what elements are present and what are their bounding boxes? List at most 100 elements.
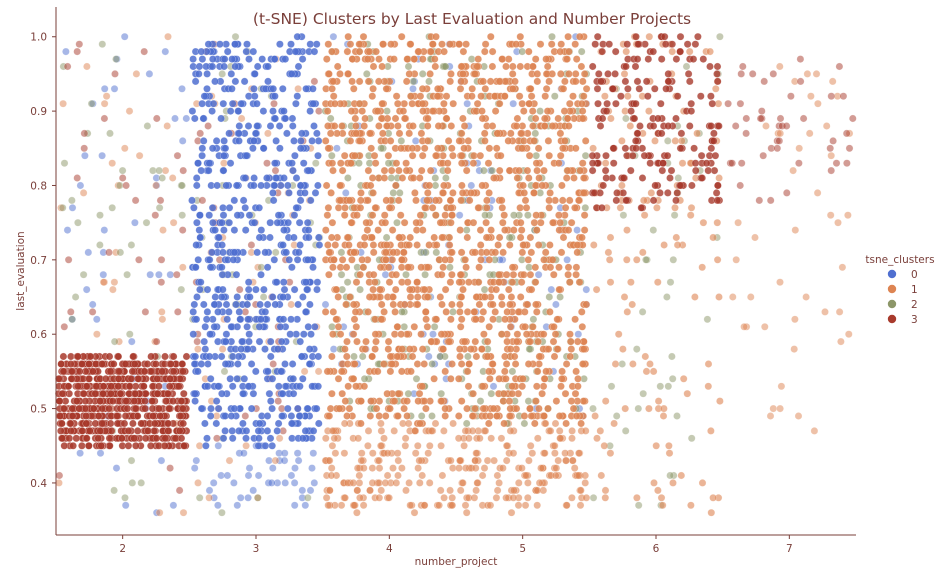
data-point-cluster-3: [686, 122, 694, 130]
data-point-cluster-2: [360, 374, 369, 383]
data-point-cluster-0: [204, 166, 213, 175]
data-point-cluster-1: [420, 285, 429, 294]
data-point-cluster-0: [227, 412, 236, 420]
data-point-cluster-3: [169, 397, 177, 405]
data-point-cluster-1: [447, 218, 455, 227]
data-point-cluster-0: [455, 211, 464, 219]
data-point-cluster-1: [443, 166, 452, 175]
data-point-cluster-1: [394, 456, 403, 465]
data-point-cluster-1: [791, 226, 800, 234]
data-point-cluster-3: [697, 92, 705, 100]
data-point-cluster-1: [357, 397, 365, 405]
data-point-cluster-1: [529, 62, 537, 71]
data-point-cluster-1: [531, 114, 540, 123]
data-point-cluster-1: [415, 174, 424, 182]
data-point-cluster-3: [633, 77, 642, 86]
data-point-cluster-3: [96, 427, 104, 435]
data-point-cluster-1: [501, 315, 509, 324]
data-point-cluster-1: [552, 464, 561, 472]
data-point-cluster-1: [329, 166, 337, 175]
data-point-cluster-1: [287, 300, 296, 309]
data-point-cluster-0: [271, 300, 280, 309]
data-point-cluster-1: [606, 278, 615, 287]
data-point-cluster-1: [517, 129, 525, 138]
data-point-cluster-2: [409, 77, 418, 86]
data-point-cluster-0: [253, 62, 262, 71]
data-point-cluster-0: [290, 479, 299, 487]
data-point-cluster-0: [88, 300, 97, 309]
data-point-cluster-0: [214, 382, 222, 391]
data-point-cluster-1: [501, 352, 509, 361]
data-point-cluster-3: [622, 62, 630, 71]
data-point-cluster-0: [255, 337, 264, 346]
data-point-cluster-1: [340, 419, 349, 428]
data-point-cluster-1: [382, 196, 391, 205]
data-point-cluster-1: [356, 493, 364, 502]
data-point-cluster-1: [478, 114, 487, 123]
data-point-cluster-3: [92, 382, 101, 391]
data-point-cluster-1: [471, 464, 480, 472]
data-point-cluster-0: [314, 382, 323, 391]
data-point-cluster-1: [581, 471, 590, 480]
data-point-cluster-1: [485, 367, 493, 376]
data-point-cluster-0: [211, 226, 219, 234]
data-point-cluster-1: [482, 233, 491, 242]
data-point-cluster-1: [383, 449, 392, 458]
data-point-cluster-0: [233, 293, 241, 301]
data-point-cluster-1: [497, 196, 506, 205]
data-point-cluster-1: [349, 85, 358, 93]
data-point-cluster-1: [582, 493, 591, 502]
data-point-cluster-0: [235, 308, 244, 316]
data-point-cluster-1: [704, 382, 713, 391]
data-point-cluster-1: [533, 486, 542, 495]
data-point-cluster-0: [206, 412, 215, 420]
data-point-cluster-0: [234, 107, 243, 115]
data-point-cluster-1: [552, 397, 561, 405]
data-point-cluster-0: [273, 218, 282, 227]
data-point-cluster-3: [619, 174, 628, 182]
data-point-cluster-0: [257, 181, 265, 190]
data-point-cluster-0: [228, 382, 237, 391]
data-point-cluster-1: [328, 218, 337, 227]
data-point-cluster-1: [546, 241, 554, 249]
data-point-cluster-0: [288, 159, 296, 167]
data-point-cluster-3: [263, 159, 271, 167]
data-point-cluster-1: [518, 382, 527, 391]
data-point-cluster-3: [153, 389, 162, 398]
data-point-cluster-0: [314, 137, 323, 145]
data-point-cluster-1: [471, 337, 480, 346]
data-point-cluster-0: [196, 285, 204, 294]
data-point-cluster-0: [81, 151, 89, 160]
data-point-cluster-1: [569, 404, 578, 413]
data-point-cluster-0: [311, 189, 320, 197]
data-point-cluster-1: [461, 427, 470, 435]
data-point-cluster-1: [498, 203, 507, 212]
data-point-cluster-2: [68, 315, 76, 324]
data-point-cluster-0: [235, 427, 243, 435]
data-point-cluster-3: [121, 412, 130, 420]
data-point-cluster-1: [349, 374, 358, 383]
data-point-cluster-1: [357, 189, 365, 197]
data-point-cluster-0: [255, 434, 263, 443]
data-point-cluster-1: [364, 427, 373, 435]
data-point-cluster-2: [669, 255, 678, 264]
data-point-cluster-1: [508, 382, 516, 391]
data-point-cluster-0: [131, 218, 139, 227]
data-point-cluster-3: [121, 360, 130, 368]
data-point-cluster-3: [81, 397, 90, 405]
data-point-cluster-0: [296, 241, 304, 249]
data-point-cluster-0: [283, 181, 292, 190]
data-point-cluster-1: [354, 434, 363, 443]
data-point-cluster-0: [234, 352, 243, 361]
data-point-cluster-1: [401, 434, 410, 443]
data-point-cluster-1: [327, 233, 336, 242]
data-point-cluster-1: [540, 255, 548, 264]
data-point-cluster-1: [616, 203, 625, 212]
data-point-cluster-3: [843, 159, 851, 167]
data-point-cluster-1: [447, 144, 456, 153]
data-point-cluster-3: [839, 92, 848, 100]
data-point-cluster-1: [408, 144, 417, 153]
data-point-cluster-3: [689, 55, 698, 63]
data-point-cluster-3: [156, 412, 164, 420]
data-point-cluster-1: [457, 62, 466, 71]
